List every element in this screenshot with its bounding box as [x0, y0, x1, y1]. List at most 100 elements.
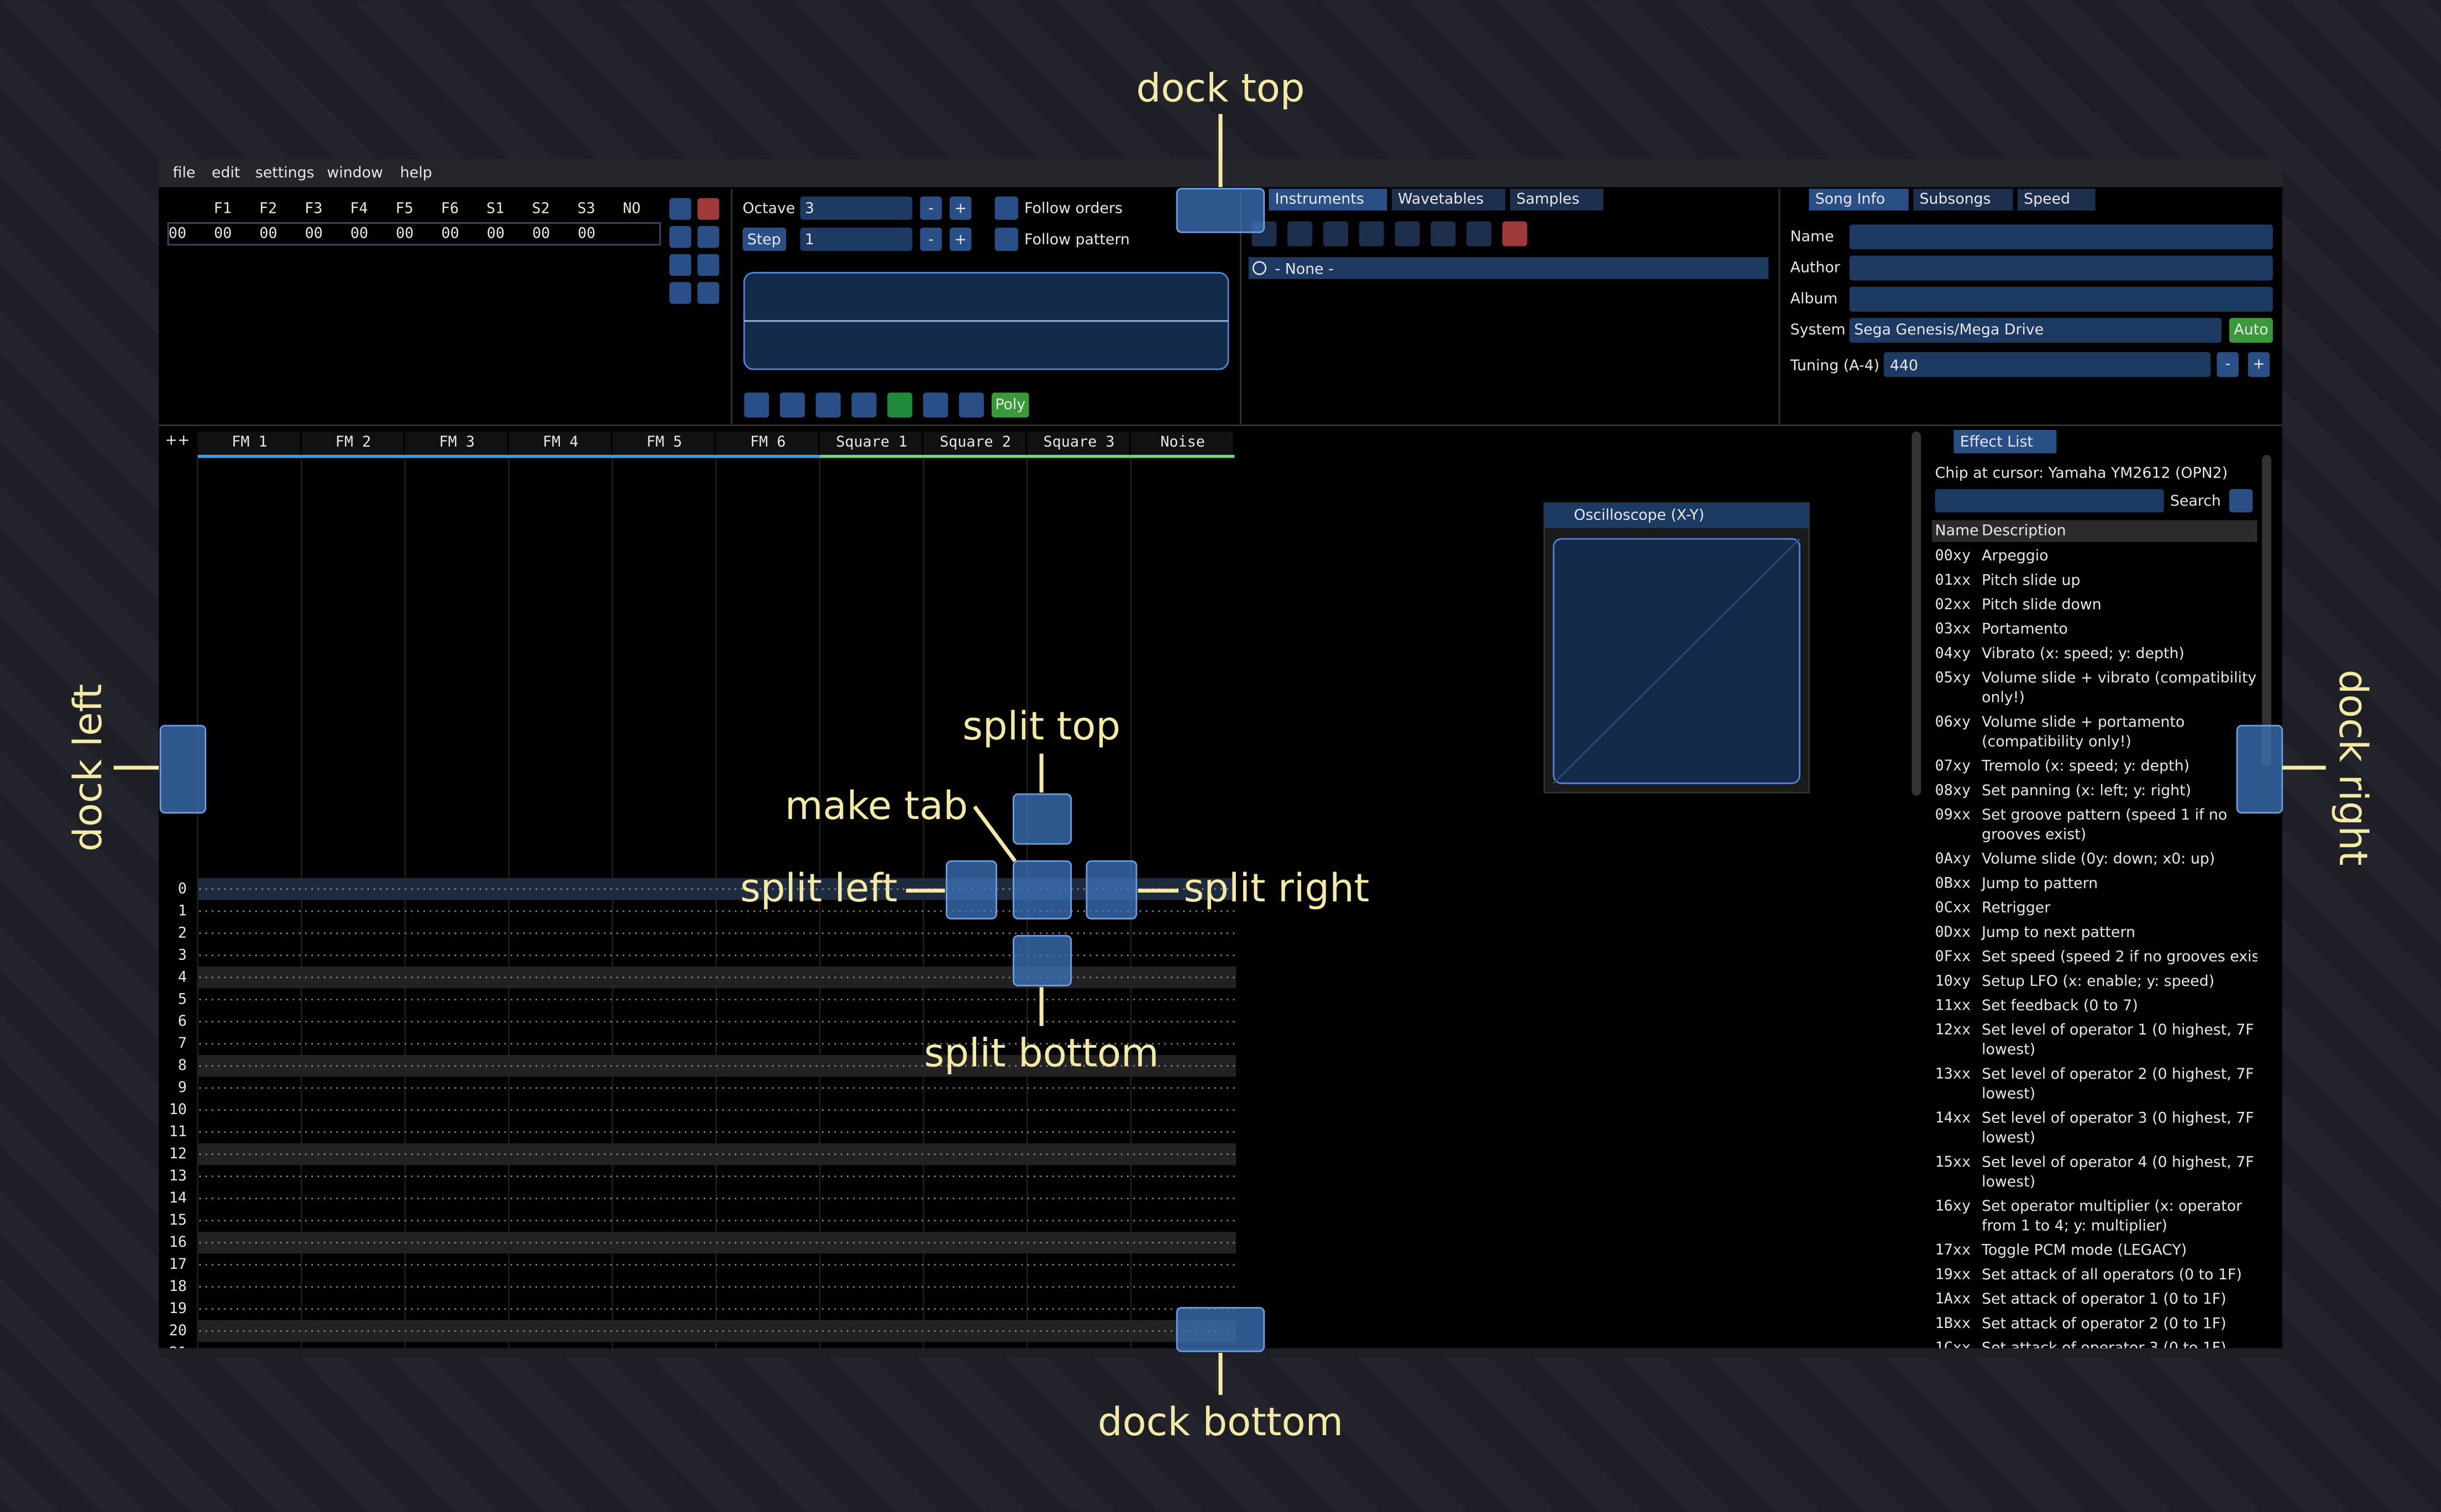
order-button[interactable]	[697, 254, 720, 276]
button[interactable]	[949, 196, 972, 220]
channel-header[interactable]	[509, 431, 611, 456]
button-label[interactable]: -	[2225, 355, 2230, 372]
channel-header[interactable]	[612, 431, 715, 456]
tab[interactable]	[1269, 188, 1387, 211]
input-value[interactable]: 1	[805, 231, 814, 248]
channel-header[interactable]	[197, 431, 300, 456]
transport-button[interactable]	[815, 392, 841, 418]
input[interactable]	[1849, 255, 2273, 281]
button-label[interactable]: Search	[2170, 492, 2221, 510]
button[interactable]	[2217, 352, 2239, 377]
order-button[interactable]	[697, 282, 720, 304]
drop-target[interactable]	[1013, 935, 1072, 986]
button[interactable]	[2248, 352, 2270, 377]
channel-name[interactable]: FM 6	[750, 433, 785, 450]
menu-item[interactable]: settings	[255, 164, 315, 181]
input[interactable]	[1849, 286, 2273, 312]
transport-button[interactable]	[923, 392, 949, 418]
tab-label[interactable]: Samples	[1516, 191, 1579, 208]
button-label[interactable]: Poly	[995, 396, 1025, 413]
pattern-corner[interactable]: ++	[165, 432, 190, 449]
button-label[interactable]: -	[928, 200, 934, 217]
channel-name[interactable]: FM 5	[647, 433, 682, 450]
tab[interactable]	[1953, 429, 2057, 454]
list-item[interactable]	[1248, 257, 1769, 279]
channel-name[interactable]: FM 4	[543, 433, 578, 450]
channel-header[interactable]	[716, 431, 819, 456]
checkbox[interactable]	[994, 196, 1018, 220]
channel-name[interactable]: FM 1	[232, 433, 267, 450]
toolbar-button[interactable]	[1431, 221, 1456, 246]
channel-name[interactable]: FM 2	[336, 433, 371, 450]
order-button[interactable]	[697, 226, 720, 248]
channel-header[interactable]	[820, 431, 922, 456]
channel-header[interactable]	[301, 431, 404, 456]
channel-header[interactable]	[1130, 431, 1233, 456]
input[interactable]	[1935, 489, 2164, 513]
tab-label[interactable]: Instruments	[1275, 191, 1364, 208]
input-value[interactable]: Sega Genesis/Mega Drive	[1854, 321, 2044, 338]
tab[interactable]	[1510, 188, 1604, 211]
order-button[interactable]	[669, 226, 692, 248]
order-button[interactable]	[669, 282, 692, 304]
button[interactable]	[2229, 489, 2253, 513]
channel-header[interactable]	[923, 431, 1026, 456]
drop-target[interactable]	[1013, 793, 1072, 845]
tab-label[interactable]: Wavetables	[1398, 191, 1484, 208]
checkbox[interactable]	[994, 227, 1018, 251]
transport-button[interactable]	[851, 392, 877, 418]
menu-item[interactable]: edit	[212, 164, 240, 181]
toolbar-button[interactable]	[1323, 221, 1348, 246]
channel-name[interactable]: Square 3	[1044, 433, 1115, 450]
toolbar-button[interactable]	[1359, 221, 1384, 246]
menu-item[interactable]: window	[327, 164, 383, 181]
order-button[interactable]	[697, 198, 720, 220]
button[interactable]	[920, 196, 942, 220]
channel-name[interactable]: Square 2	[940, 433, 1011, 450]
input[interactable]	[800, 227, 913, 251]
menu-item[interactable]: file	[173, 164, 196, 181]
tab[interactable]	[1913, 188, 2013, 211]
button[interactable]	[742, 227, 787, 251]
channel-name[interactable]: Noise	[1160, 433, 1205, 450]
toolbar-button[interactable]	[1395, 221, 1420, 246]
tab-label[interactable]: Speed	[2024, 191, 2070, 208]
menu-item[interactable]: help	[400, 164, 432, 181]
list-item-label[interactable]: - None -	[1275, 260, 1334, 277]
transport-button[interactable]	[958, 392, 984, 418]
input[interactable]	[800, 196, 913, 220]
input[interactable]	[1849, 318, 2222, 343]
tab-label[interactable]: Subsongs	[1920, 191, 1991, 208]
drop-target[interactable]	[1176, 1306, 1265, 1352]
channel-header[interactable]	[405, 431, 507, 456]
toolbar-button[interactable]	[1287, 221, 1313, 246]
tab[interactable]	[2017, 188, 2096, 211]
checkbox-label[interactable]: Follow pattern	[1024, 231, 1130, 248]
input-value[interactable]: 440	[1890, 357, 1918, 374]
order-button[interactable]	[669, 198, 692, 220]
tab[interactable]	[1391, 188, 1506, 211]
input[interactable]	[1849, 224, 2273, 250]
transport-button[interactable]	[887, 392, 913, 418]
button-label[interactable]: +	[2253, 355, 2265, 372]
button[interactable]	[2229, 318, 2273, 343]
drop-target[interactable]	[945, 860, 997, 920]
drop-target[interactable]	[159, 725, 207, 814]
button[interactable]	[949, 227, 972, 251]
drop-target[interactable]	[1176, 188, 1265, 233]
tab-label[interactable]: Effect List	[1960, 433, 2033, 450]
channel-name[interactable]: FM 3	[439, 433, 474, 450]
transport-button[interactable]	[779, 392, 805, 418]
button-label[interactable]: Step	[747, 231, 781, 248]
channel-name[interactable]: Square 1	[836, 433, 907, 450]
transport-button[interactable]	[744, 392, 769, 418]
toolbar-button[interactable]	[1502, 221, 1527, 246]
order-button[interactable]	[669, 254, 692, 276]
button[interactable]	[992, 392, 1029, 418]
button-label[interactable]: -	[928, 231, 934, 248]
button-label[interactable]: +	[954, 200, 966, 217]
input[interactable]	[1883, 352, 2211, 377]
toolbar-button[interactable]	[1466, 221, 1492, 246]
tab[interactable]	[1809, 188, 1909, 211]
button[interactable]	[920, 227, 942, 251]
